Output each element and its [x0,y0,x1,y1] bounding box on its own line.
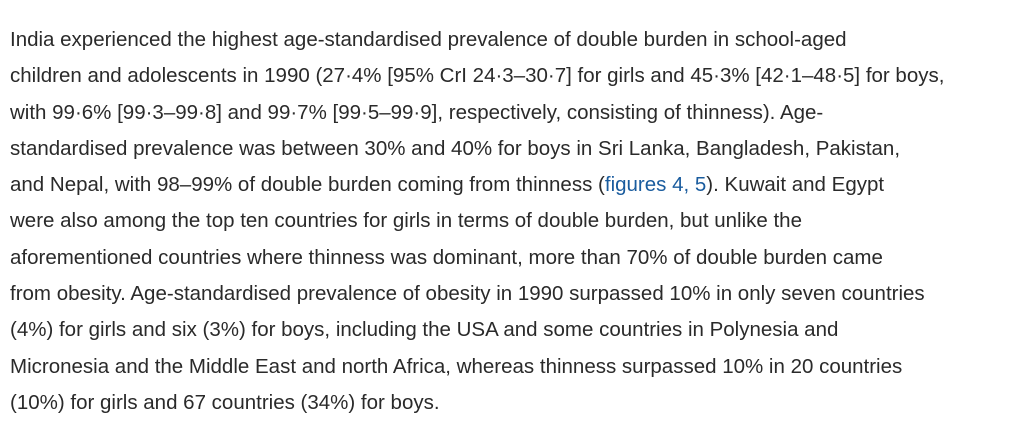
paragraph-line: aforementioned countries where thinness … [10,245,883,269]
paragraph-text-segment: and Nepal, with 98–99% of double burden … [10,173,605,197]
paragraph-text-segment: ). Kuwait and Egypt [706,173,885,197]
paragraph-line: standardised prevalence was between 30% … [10,136,901,160]
paragraph-line: from obesity. Age-standardised prevalenc… [10,282,925,306]
figures-4-5-link[interactable]: figures 4, 5 [604,173,707,197]
paragraph-line: with 99·6% [99·3–99·8] and 99·7% [99·5–9… [10,100,824,124]
paragraph-line: (4%) for girls and six (3%) for boys, in… [10,318,839,342]
paragraph-line-with-link: and Nepal, with 98–99% of double burden … [10,167,1020,203]
paragraph-line: (10%) for girls and 67 countries (34%) f… [10,390,440,414]
paragraph-line: India experienced the highest age-standa… [10,28,847,51]
paragraph-line: were also among the top ten countries fo… [10,209,802,233]
paragraph-line: Micronesia and the Middle East and north… [10,354,903,378]
paragraph-line: children and adolescents in 1990 (27·4% … [10,64,945,88]
article-paragraph: India experienced the highest age-standa… [10,22,1020,421]
